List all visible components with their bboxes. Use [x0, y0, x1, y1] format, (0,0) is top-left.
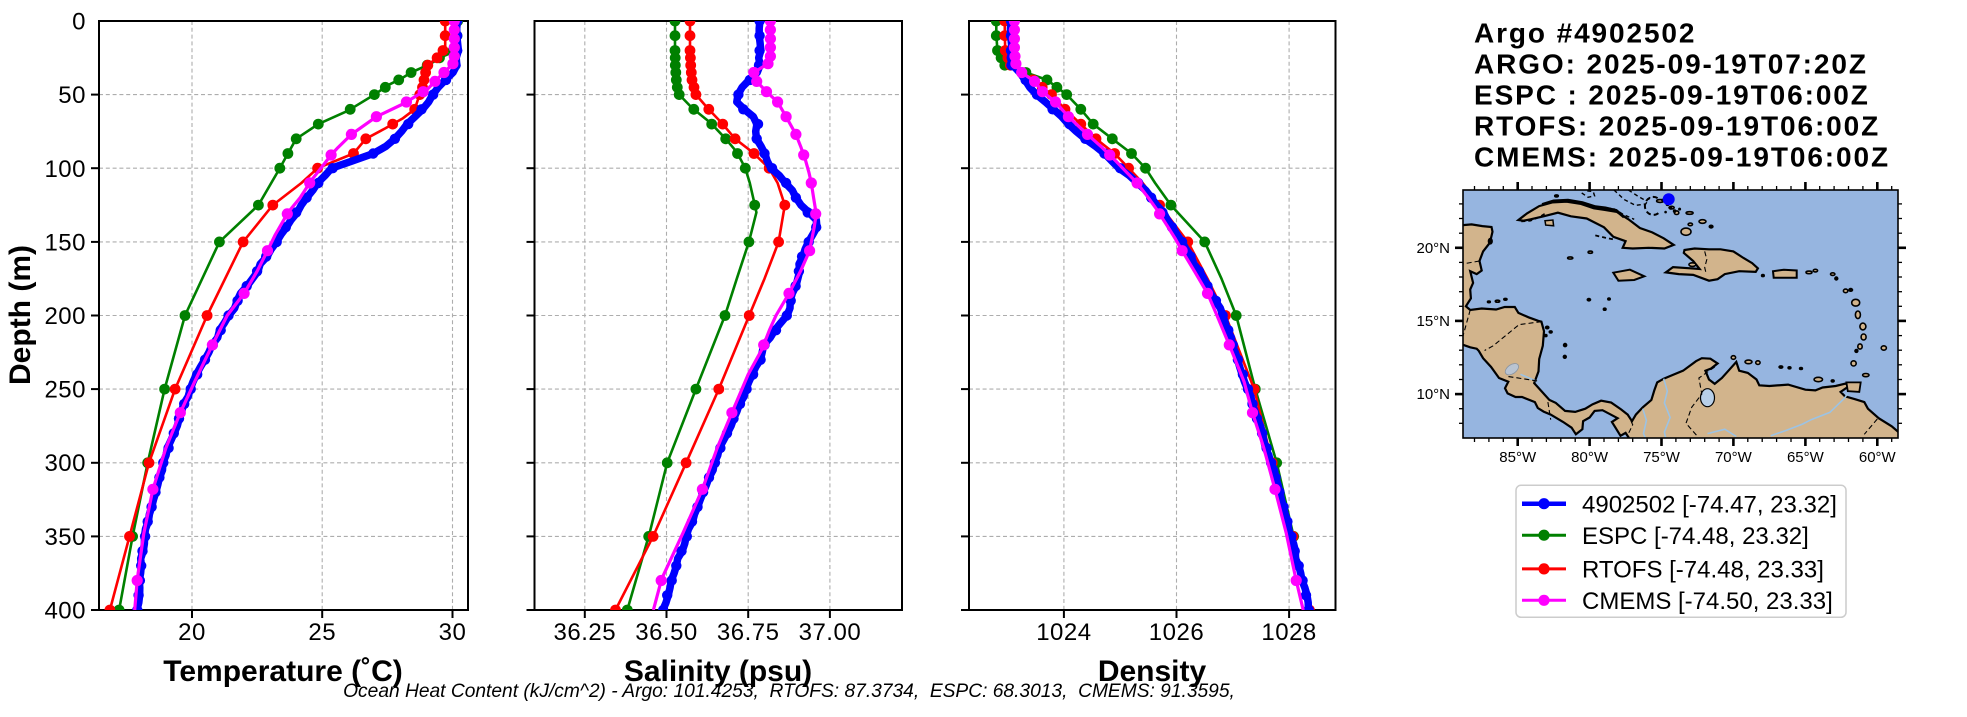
svg-text:ESPC : 2025-09-19T06:00Z: ESPC : 2025-09-19T06:00Z [1474, 80, 1870, 111]
svg-text:80°W: 80°W [1571, 449, 1609, 466]
svg-text:20°N: 20°N [1416, 240, 1450, 257]
svg-text:Temperature (˚C): Temperature (˚C) [163, 655, 402, 688]
svg-text:Depth (m): Depth (m) [4, 245, 37, 385]
svg-text:400: 400 [44, 598, 86, 625]
svg-text:36.25: 36.25 [554, 619, 617, 646]
svg-text:350: 350 [44, 524, 86, 551]
svg-text:300: 300 [44, 450, 86, 477]
svg-text:Density: Density [1098, 655, 1207, 688]
svg-text:1024: 1024 [1036, 619, 1091, 646]
svg-text:15°N: 15°N [1416, 313, 1450, 330]
svg-text:37.00: 37.00 [799, 619, 862, 646]
svg-text:1028: 1028 [1261, 619, 1316, 646]
svg-text:60°W: 60°W [1859, 449, 1897, 466]
svg-text:Salinity (psu): Salinity (psu) [624, 655, 812, 688]
svg-text:Argo #4902502: Argo #4902502 [1474, 18, 1696, 49]
svg-text:150: 150 [44, 229, 86, 256]
svg-text:36.75: 36.75 [717, 619, 780, 646]
svg-text:50: 50 [58, 82, 86, 109]
svg-text:4902502 [-74.47, 23.32]: 4902502 [-74.47, 23.32] [1582, 491, 1837, 518]
svg-text:250: 250 [44, 377, 86, 404]
svg-text:RTOFS [-74.48, 23.33]: RTOFS [-74.48, 23.33] [1582, 557, 1824, 584]
svg-text:10°N: 10°N [1416, 386, 1450, 403]
svg-text:65°W: 65°W [1787, 449, 1825, 466]
svg-text:20: 20 [178, 619, 206, 646]
svg-text:0: 0 [72, 9, 86, 36]
svg-text:Ocean Heat Content (kJ/cm^2) -: Ocean Heat Content (kJ/cm^2) - Argo: 101… [343, 681, 1235, 702]
svg-text:75°W: 75°W [1643, 449, 1681, 466]
svg-text:ARGO: 2025-09-19T07:20Z: ARGO: 2025-09-19T07:20Z [1474, 49, 1868, 80]
svg-text:RTOFS: 2025-09-19T06:00Z: RTOFS: 2025-09-19T06:00Z [1474, 111, 1880, 142]
svg-text:CMEMS: 2025-09-19T06:00Z: CMEMS: 2025-09-19T06:00Z [1474, 142, 1890, 173]
svg-text:200: 200 [44, 303, 86, 330]
svg-text:70°W: 70°W [1715, 449, 1753, 466]
svg-text:30: 30 [439, 619, 467, 646]
svg-text:ESPC [-74.48, 23.32]: ESPC [-74.48, 23.32] [1582, 523, 1809, 550]
svg-text:CMEMS [-74.50, 23.33]: CMEMS [-74.50, 23.33] [1582, 588, 1833, 615]
svg-text:85°W: 85°W [1499, 449, 1537, 466]
svg-text:25: 25 [308, 619, 336, 646]
svg-text:1026: 1026 [1149, 619, 1204, 646]
svg-text:36.50: 36.50 [635, 619, 698, 646]
svg-text:100: 100 [44, 156, 86, 183]
